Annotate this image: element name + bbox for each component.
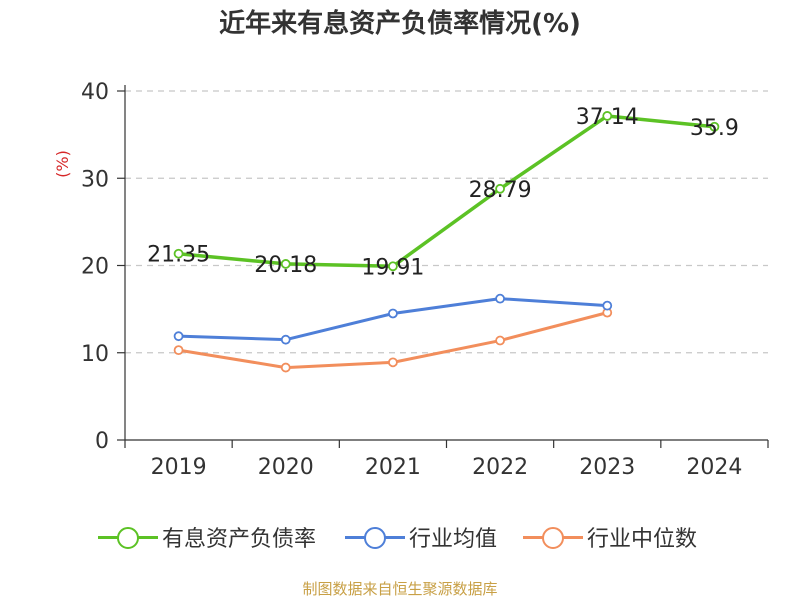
legend-dot-0 [117, 527, 139, 549]
data-point [495, 293, 505, 304]
x-tick-label: 2020 [258, 455, 314, 480]
y-axis-label: (%) [53, 150, 72, 178]
x-tick-label: 2021 [365, 455, 421, 480]
data-point [709, 121, 720, 132]
data-label: 20.18 [254, 253, 317, 278]
x-tick-label: 2019 [151, 455, 207, 480]
data-point [602, 111, 613, 121]
legend-marker-icon [98, 520, 158, 554]
y-tick-label: 30 [81, 167, 109, 192]
data-point [173, 345, 184, 356]
legend-marker-icon [523, 520, 583, 554]
data-point [388, 308, 398, 319]
data-label: 21.35 [147, 243, 210, 268]
data-point [388, 357, 398, 368]
legend-item-0[interactable]: 有息资产负债率 [98, 520, 316, 554]
x-tick-label: 2022 [472, 455, 528, 480]
data-point [602, 300, 613, 311]
data-point [173, 331, 184, 342]
legend-dot-1 [364, 527, 386, 549]
y-tick-label: 40 [81, 80, 109, 105]
data-label: 19.91 [361, 255, 424, 280]
x-tick-label: 2024 [686, 455, 742, 480]
data-point [280, 334, 291, 345]
data-point [280, 362, 291, 373]
data-point [173, 248, 184, 259]
legend-item-2[interactable]: 行业中位数 [523, 520, 697, 554]
data-point [495, 335, 505, 346]
legend-label-2: 行业中位数 [587, 527, 698, 552]
y-tick-label: 10 [81, 342, 109, 367]
series-line-1 [177, 297, 609, 342]
series-line-0 [176, 114, 717, 269]
legend-item-1[interactable]: 行业均值 [345, 520, 497, 554]
data-point [388, 261, 398, 272]
data-point [280, 259, 291, 269]
legend-label-1: 行业均值 [409, 527, 498, 552]
legend-dot-2 [542, 527, 564, 549]
data-label: 37.14 [576, 105, 639, 130]
x-tick-label: 2023 [579, 455, 635, 480]
data-point [495, 183, 505, 194]
y-tick-label: 0 [95, 429, 109, 454]
data-label: 28.79 [469, 178, 532, 203]
y-tick-label: 20 [81, 255, 109, 280]
chart-title: 近年来有息资产负债率情况(%) [219, 9, 581, 39]
legend-marker-icon [345, 520, 405, 554]
source-note: 制图数据来自恒生聚源数据库 [302, 580, 498, 598]
legend-label-0: 有息资产负债率 [162, 527, 317, 552]
data-label: 35.9 [690, 116, 739, 141]
